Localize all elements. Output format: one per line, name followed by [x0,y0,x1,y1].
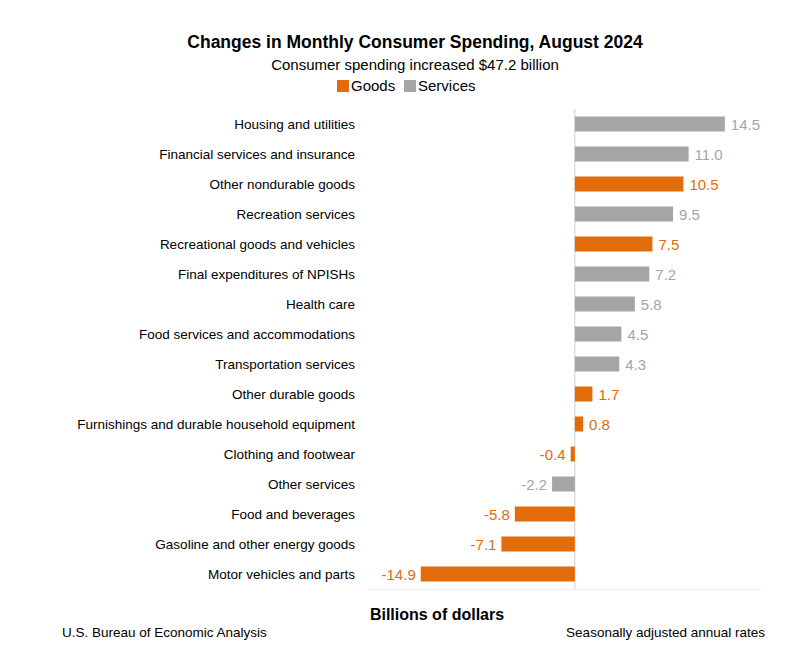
bar [575,207,673,222]
data-label: 1.7 [598,386,619,403]
bar [552,477,575,492]
bar [575,417,583,432]
bar [575,147,689,162]
category-label: Health care [286,297,355,312]
data-label: -0.4 [540,446,566,463]
data-label: -7.1 [471,536,497,553]
category-label: Recreational goods and vehicles [160,237,355,252]
category-label: Gasoline and other energy goods [155,537,355,552]
chart: Changes in Monthly Consumer Spending, Au… [0,0,801,649]
bar [575,297,635,312]
data-label: 11.0 [695,146,723,163]
bar [575,327,622,342]
category-label: Housing and utilities [234,117,355,132]
legend-label: Services [418,77,476,94]
x-axis-line [368,589,761,590]
category-label: Furnishings and durable household equipm… [77,417,355,432]
data-label: 14.5 [731,116,760,133]
data-label: 7.5 [658,236,679,253]
category-label: Final expenditures of NPISHs [178,267,355,282]
category-label: Other durable goods [232,387,355,402]
legend-swatch [337,80,349,92]
bar [575,117,725,132]
category-label: Other services [268,477,355,492]
annotation: Seasonally adjusted annual rates [566,625,765,640]
data-label: 4.5 [627,326,648,343]
category-label: Motor vehicles and parts [208,567,355,582]
data-label: 4.3 [625,356,646,373]
data-label: 0.8 [589,416,610,433]
data-label: 9.5 [679,206,700,223]
category-labels: Housing and utilities Financial services … [77,117,355,582]
legend: Goods Services [337,77,476,94]
bar [515,507,575,522]
category-label: Clothing and footwear [224,447,356,462]
category-label: Food and beverages [231,507,355,522]
category-label: Other nondurable goods [209,177,355,192]
bar [571,447,575,462]
x-axis-label: Billions of dollars [370,606,504,623]
bar [575,267,649,282]
data-label: -14.9 [382,566,416,583]
bar [575,177,684,192]
category-label: Transportation services [215,357,355,372]
data-label: -2.2 [521,476,547,493]
subtitle: Consumer spending increased $47.2 billio… [271,56,559,73]
data-label: 7.2 [655,266,676,283]
bar [575,387,593,402]
title: Changes in Monthly Consumer Spending, Au… [187,32,643,52]
data-label: 10.5 [689,176,718,193]
bar [501,537,574,552]
bar [575,357,619,372]
legend-label: Goods [351,77,395,94]
bar [575,237,653,252]
annotation: U.S. Bureau of Economic Analysis [62,625,267,640]
category-label: Food services and accommodations [139,327,355,342]
category-label: Recreation services [236,207,355,222]
legend-swatch [404,80,416,92]
category-label: Financial services and insurance [159,147,355,162]
data-label: -5.8 [484,506,510,523]
data-labels: 10.5 7.5 1.7 0.8 -0.4 -5.8 -7.1 -14.9 14.5 11.0 9.… [382,116,760,583]
data-label: 5.8 [641,296,662,313]
bar [421,567,575,582]
bars [421,117,725,582]
